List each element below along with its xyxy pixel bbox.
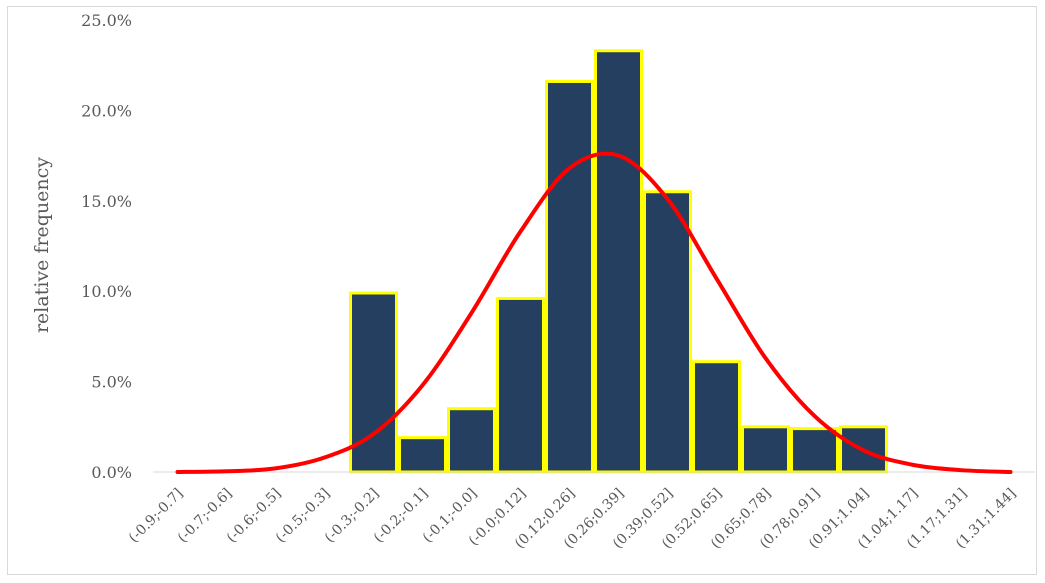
y-tick-label: 15.0% <box>81 192 132 211</box>
y-tick-label: 20.0% <box>81 101 132 120</box>
x-axis-category-labels: (-0.9;-0.7](-0.7;-0.6](-0.6;-0.5](-0.5;-… <box>126 486 1020 552</box>
y-axis-title: relative frequency <box>31 157 53 333</box>
histogram-bar <box>741 425 790 474</box>
histogram-bar <box>692 360 741 474</box>
histogram-bar <box>447 407 496 474</box>
histogram-bar <box>643 190 692 474</box>
histogram-bar <box>398 436 447 474</box>
histogram-bar <box>496 296 545 474</box>
y-tick-label: 0.0% <box>91 463 132 482</box>
y-axis-ticks: 0.0% 5.0% 10.0% 15.0% 20.0% 25.0% <box>81 11 132 482</box>
y-tick-label: 25.0% <box>81 11 132 30</box>
y-tick-label: 5.0% <box>91 373 132 392</box>
y-tick-label: 10.0% <box>81 282 132 301</box>
histogram-bar <box>790 427 839 474</box>
histogram-bar <box>545 79 594 474</box>
normal-fit-curve <box>175 151 1013 474</box>
chart-area <box>7 6 1037 575</box>
histogram-bar <box>594 49 643 474</box>
